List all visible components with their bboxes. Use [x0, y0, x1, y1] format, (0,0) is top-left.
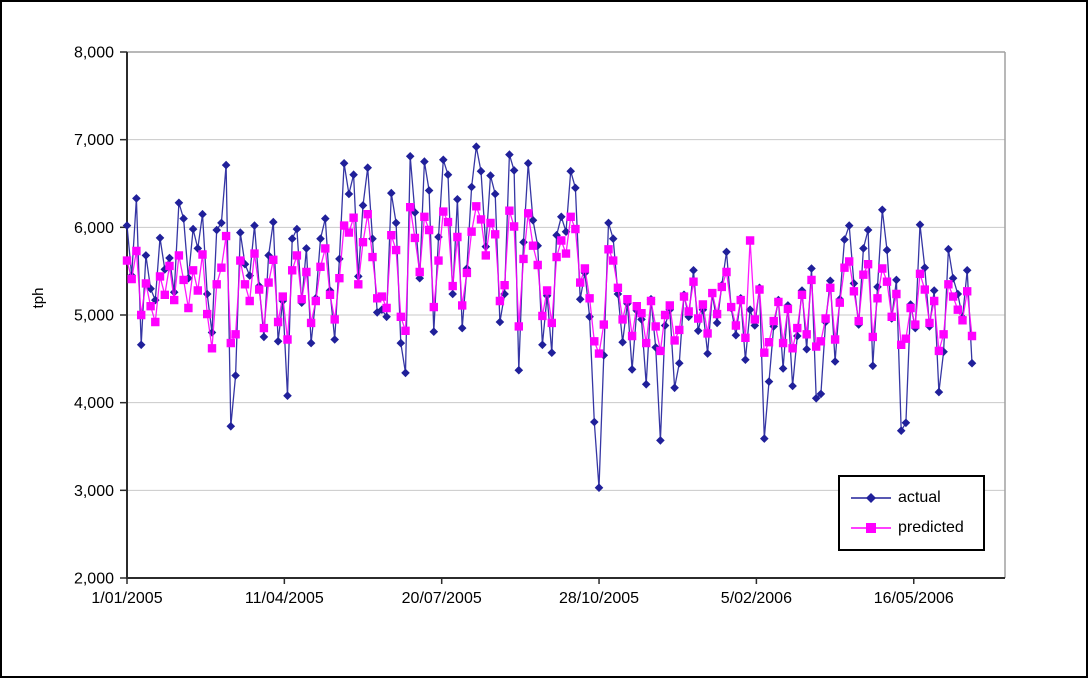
- series-predicted-line: [126, 203, 973, 357]
- y-tick-label: 5,000: [74, 308, 114, 325]
- y-axis-title: tph: [29, 287, 47, 309]
- y-tick-label: 8,000: [74, 45, 114, 62]
- x-tick-label: 1/01/2005: [91, 590, 162, 607]
- x-tick-label: 11/04/2005: [245, 590, 324, 607]
- legend-item-predicted: predicted: [849, 518, 983, 536]
- series-actual-line: [126, 146, 973, 488]
- y-tick-label: 7,000: [74, 132, 114, 149]
- x-tick-label: 16/05/2006: [874, 590, 954, 607]
- series-predicted-markers: [122, 202, 977, 358]
- legend-item-actual: actual: [849, 490, 983, 506]
- y-tick-label: 3,000: [74, 483, 114, 500]
- legend-line-square-icon: [851, 522, 891, 533]
- y-tick-label: 4,000: [74, 395, 114, 412]
- legend-line-diamond-icon: [851, 493, 891, 504]
- x-tick-label: 28/10/2005: [559, 590, 639, 607]
- x-tick-label: 20/07/2005: [402, 590, 482, 607]
- legend-label-predicted: predicted: [898, 518, 964, 536]
- y-tick-label: 2,000: [74, 571, 114, 588]
- y-tick-label: 6,000: [74, 220, 114, 237]
- legend: actual predicted: [838, 475, 985, 551]
- legend-label-actual: actual: [898, 489, 941, 507]
- x-tick-label: 5/02/2006: [721, 590, 792, 607]
